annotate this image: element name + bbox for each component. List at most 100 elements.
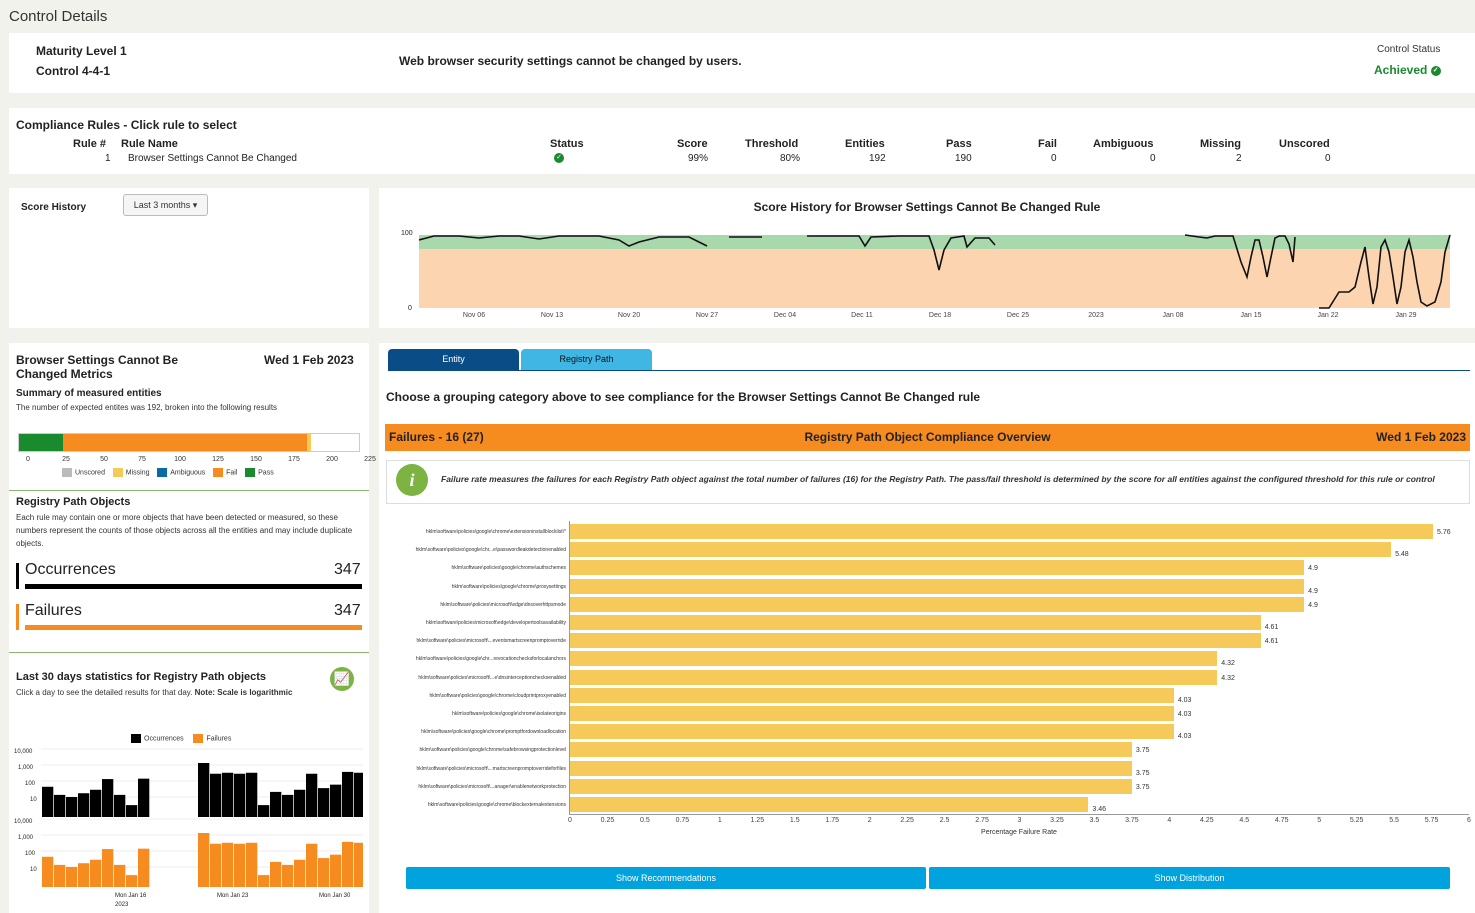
failure-rate-bar[interactable]	[570, 524, 1434, 539]
failure-rate-bar[interactable]	[570, 596, 1305, 612]
x-tick: 6	[1467, 817, 1471, 824]
daily-bar[interactable]	[114, 794, 126, 817]
compliance-rules-panel: Compliance Rules - Click rule to select …	[9, 108, 1475, 174]
daily-bar[interactable]	[42, 786, 54, 817]
daily-bar[interactable]	[222, 772, 234, 817]
daily-bar[interactable]	[270, 861, 282, 887]
rule-fail: 0	[1051, 153, 1057, 164]
failure-rate-bar[interactable]	[570, 760, 1132, 776]
occurrences-daily-chart[interactable]	[41, 747, 363, 819]
daily-bar[interactable]	[138, 778, 150, 817]
show-recommendations-button[interactable]: Show Recommendations	[406, 867, 926, 889]
bar-category-label: hklm\software\policies\google\chrome\ext…	[425, 529, 566, 535]
x-tick: 2	[867, 817, 872, 824]
daily-bar[interactable]	[198, 833, 210, 887]
tab-entity[interactable]: Entity	[388, 349, 519, 371]
failure-rate-bar[interactable]	[570, 778, 1132, 794]
daily-bar[interactable]	[222, 842, 234, 887]
failure-rate-bar[interactable]	[570, 633, 1261, 649]
failure-rate-bar[interactable]	[570, 560, 1305, 576]
legend-occurrences: Occurrences	[144, 735, 184, 743]
daily-bar[interactable]	[306, 843, 318, 887]
daily-bar[interactable]	[342, 841, 354, 887]
failure-rate-bar[interactable]	[570, 669, 1218, 685]
daily-bar[interactable]	[246, 772, 258, 817]
page-title: Control Details	[9, 8, 108, 25]
daily-bar[interactable]	[294, 859, 306, 887]
failure-rate-bar[interactable]	[570, 651, 1218, 667]
maturity-level: Maturity Level 1	[36, 44, 127, 58]
x-tick: 2.25	[900, 817, 914, 824]
tab-registry-path[interactable]: Registry Path	[521, 349, 652, 371]
daily-bar[interactable]	[78, 793, 90, 817]
daily-bar[interactable]	[282, 864, 294, 887]
daily-bar[interactable]	[306, 773, 318, 817]
daily-bar[interactable]	[354, 842, 363, 887]
daily-bar[interactable]	[210, 773, 222, 817]
daily-bar[interactable]	[294, 789, 306, 817]
x-tick: 4.5	[1239, 817, 1250, 824]
daily-bar[interactable]	[198, 763, 210, 817]
x-tick: 1	[717, 817, 722, 824]
daily-bar[interactable]	[126, 805, 138, 817]
daily-bar[interactable]	[90, 859, 102, 887]
daily-bar[interactable]	[258, 805, 270, 817]
range-dropdown[interactable]: Last 3 months ▾	[123, 194, 208, 216]
daily-bar[interactable]	[78, 863, 90, 887]
daily-bar[interactable]	[318, 858, 330, 887]
failure-rate-bar[interactable]	[570, 797, 1089, 812]
daily-bar[interactable]	[90, 789, 102, 817]
daily-bar[interactable]	[102, 779, 114, 817]
legend-swatch-unscored	[62, 468, 72, 477]
bar-category-label: hklm\software\policies\google\chrome\pro…	[421, 729, 566, 736]
daily-bar[interactable]	[234, 843, 246, 887]
table-row[interactable]: 1 Browser Settings Cannot Be Changed ✓ 9…	[9, 151, 1475, 167]
daily-bar[interactable]	[342, 771, 354, 817]
daily-bar[interactable]	[258, 875, 270, 887]
daily-bar[interactable]	[282, 794, 294, 817]
failure-rate-bar[interactable]	[570, 724, 1174, 740]
failure-rate-bar[interactable]	[570, 687, 1174, 703]
bar-category-label: hklm\software\policies\google\chrome\clo…	[429, 692, 566, 699]
daily-bar[interactable]	[66, 797, 78, 817]
trend-chart-icon[interactable]: 📈	[330, 667, 354, 691]
daily-bar[interactable]	[330, 854, 342, 887]
metrics-date: Wed 1 Feb 2023	[264, 353, 354, 367]
failure-rate-bar[interactable]	[570, 706, 1174, 721]
bar-value-label: 3.46	[1092, 806, 1107, 813]
failure-rate-bar[interactable]	[570, 742, 1132, 758]
x-tick: 5	[1317, 817, 1322, 824]
daily-bar[interactable]	[114, 864, 126, 887]
daily-bar[interactable]	[354, 772, 363, 817]
daily-bar[interactable]	[246, 842, 258, 887]
daily-bar[interactable]	[138, 848, 150, 887]
daily-bar[interactable]	[270, 791, 282, 817]
failures-bar	[25, 625, 362, 630]
control-status-value: Achieved ✓	[1374, 63, 1441, 77]
daily-bar[interactable]	[330, 784, 342, 817]
col-threshold: Threshold	[745, 138, 799, 150]
x-tick: Dec 18	[928, 312, 952, 319]
daily-bar[interactable]	[102, 849, 114, 887]
daily-bar[interactable]	[234, 773, 246, 817]
daily-bar[interactable]	[54, 864, 66, 887]
show-distribution-button[interactable]: Show Distribution	[929, 867, 1450, 889]
legend-unscored: Unscored	[75, 469, 105, 477]
daily-bar[interactable]	[42, 856, 54, 887]
summary-axis-tick: 175	[288, 456, 300, 463]
daily-bar[interactable]	[318, 788, 330, 817]
bar-category-label: hklm\software\policies\google\chrome\iso…	[452, 711, 566, 717]
failure-rate-bar[interactable]	[570, 615, 1261, 630]
failure-rate-bar[interactable]	[570, 542, 1392, 558]
summary-axis-tick: 150	[250, 456, 262, 463]
failure-rate-bar[interactable]	[570, 578, 1305, 594]
day-tick: Mon Jan 30	[319, 893, 351, 899]
daily-bar[interactable]	[54, 794, 66, 817]
daily-bar[interactable]	[66, 867, 78, 887]
x-tick: Jan 22	[1317, 312, 1339, 319]
x-tick: 4.25	[1199, 817, 1214, 824]
daily-bar[interactable]	[126, 875, 138, 887]
log-tick: 1,000	[18, 765, 34, 771]
failures-daily-chart[interactable]	[41, 817, 363, 889]
daily-bar[interactable]	[210, 843, 222, 887]
